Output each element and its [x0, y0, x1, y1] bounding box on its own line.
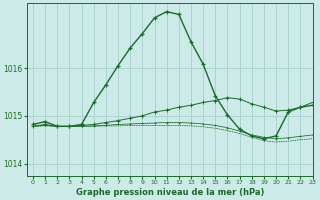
- X-axis label: Graphe pression niveau de la mer (hPa): Graphe pression niveau de la mer (hPa): [76, 188, 264, 197]
